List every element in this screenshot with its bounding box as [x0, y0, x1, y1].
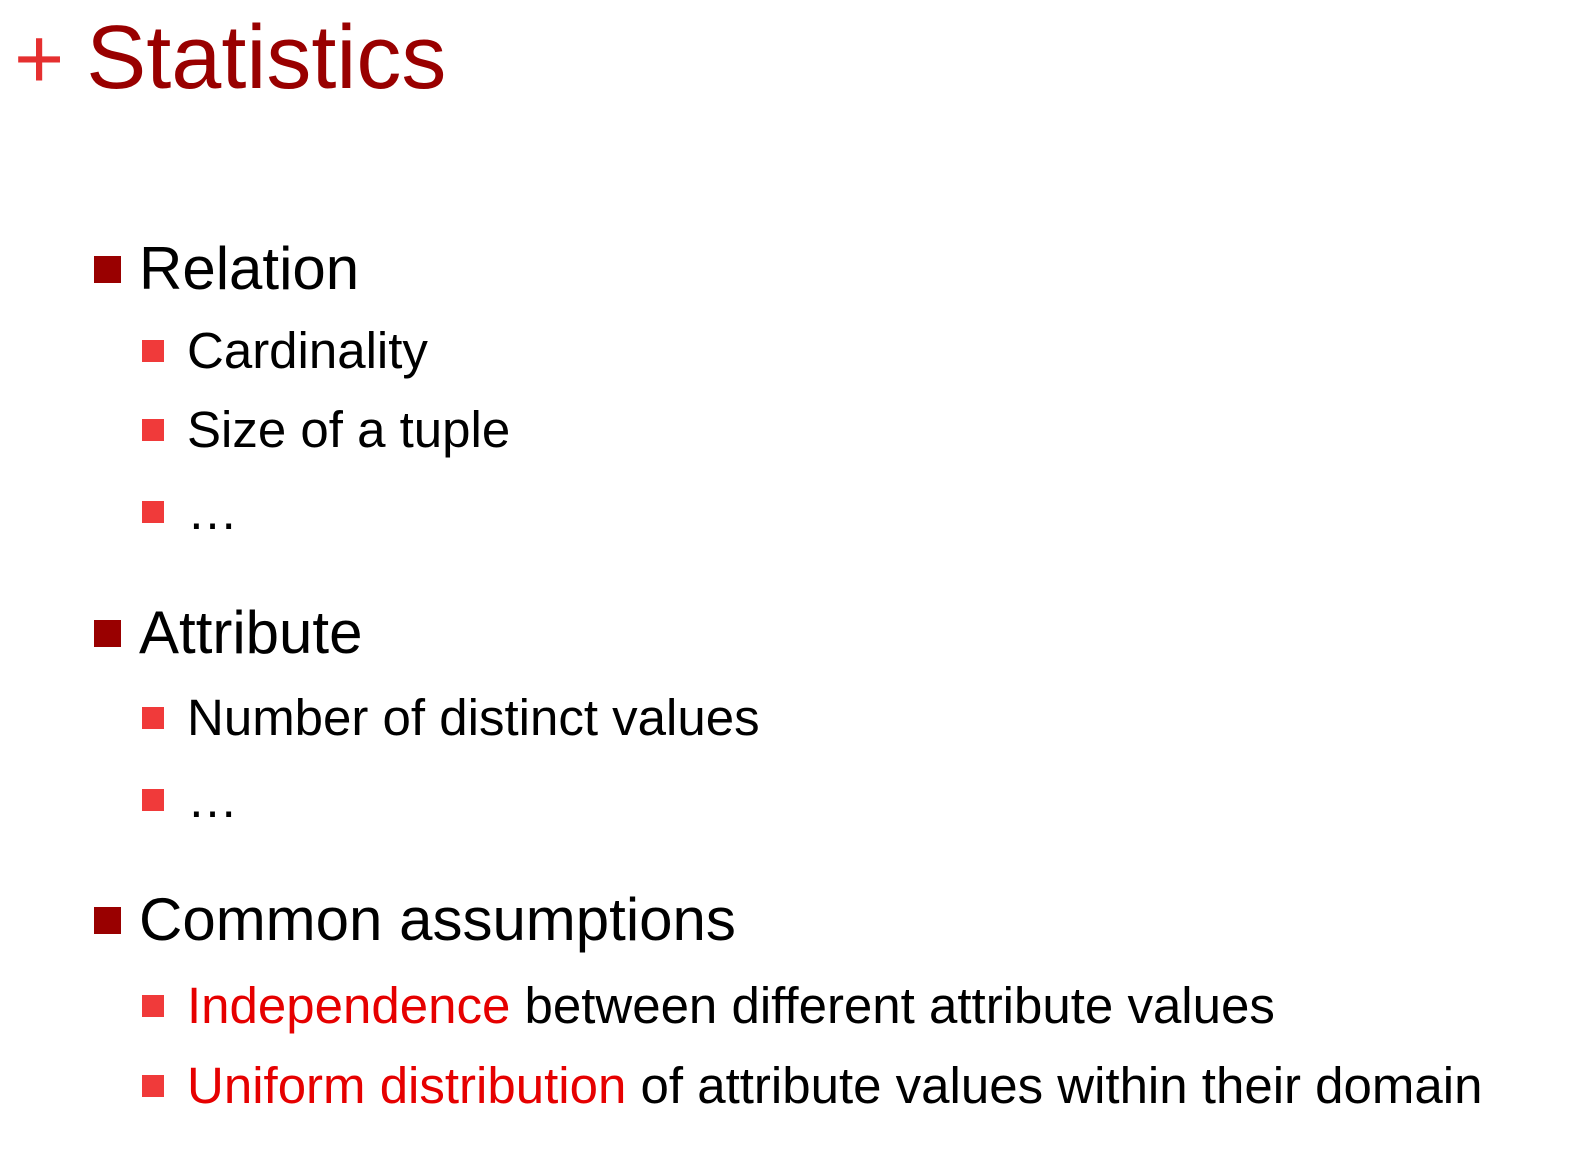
sub-bullet-text: Uniform distribution of attribute values…: [187, 1056, 1482, 1116]
highlight-term: Uniform distribution: [187, 1057, 627, 1114]
sub-bullet-text: …: [187, 483, 238, 540]
square-bullet-icon: [94, 619, 121, 647]
sub-bullet-distinct-values: Number of distinct values: [142, 688, 760, 748]
sub-bullet-tuple-size: Size of a tuple: [142, 400, 510, 460]
bullet-relation: Relation: [94, 234, 359, 304]
sub-bullet-rest: between different attribute values: [510, 977, 1275, 1034]
sub-bullet-text: Independence between different attribute…: [187, 976, 1275, 1036]
sub-bullet-uniform-distribution: Uniform distribution of attribute values…: [142, 1056, 1482, 1116]
square-bullet-icon: [142, 707, 164, 729]
plus-icon: +: [14, 11, 65, 107]
bullet-heading-relation: Relation: [139, 235, 360, 302]
sub-bullet-text: Size of a tuple: [187, 401, 511, 458]
sub-bullet-text: Number of distinct values: [187, 689, 760, 746]
highlight-term: Independence: [187, 977, 511, 1034]
bullet-heading-common-assumptions: Common assumptions: [139, 886, 736, 953]
square-bullet-icon: [142, 1075, 164, 1097]
square-bullet-icon: [142, 995, 164, 1017]
square-bullet-icon: [142, 340, 164, 362]
sub-bullet-rest: of attribute values within their domain: [626, 1057, 1483, 1114]
sub-bullet-ellipsis: …: [142, 482, 238, 542]
square-bullet-icon: [94, 906, 121, 934]
square-bullet-icon: [142, 419, 164, 441]
square-bullet-icon: [94, 255, 121, 283]
square-bullet-icon: [142, 789, 164, 811]
sub-bullet-text: Cardinality: [187, 322, 428, 379]
bullet-heading-attribute: Attribute: [139, 599, 363, 666]
sub-bullet-independence: Independence between different attribute…: [142, 976, 1275, 1036]
slide-title: Statistics: [86, 8, 447, 108]
square-bullet-icon: [142, 501, 164, 523]
sub-bullet-cardinality: Cardinality: [142, 321, 428, 381]
slide-title-row: + Statistics: [14, 8, 446, 108]
sub-bullet-text: …: [187, 771, 238, 828]
sub-bullet-ellipsis: …: [142, 770, 238, 830]
bullet-common-assumptions: Common assumptions: [94, 885, 736, 955]
bullet-attribute: Attribute: [94, 598, 362, 668]
